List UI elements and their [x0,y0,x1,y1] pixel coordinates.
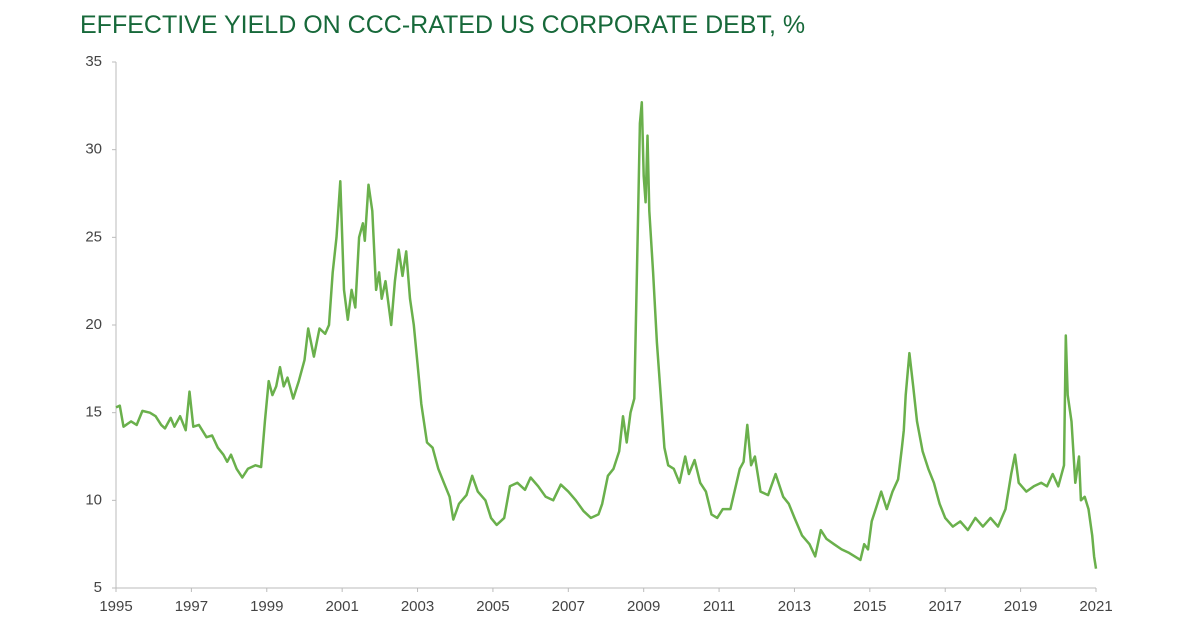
data-line [115,101,1098,569]
y-tick-label: 30 [85,141,102,158]
x-tick-label: 2015 [853,598,886,615]
x-tick-label: 2001 [325,598,358,615]
x-tick-label: 2017 [929,598,962,615]
x-tick-label: 2005 [476,598,509,615]
x-tick-label: 2007 [552,598,585,615]
x-tick-label: 2009 [627,598,660,615]
chart-title: EFFECTIVE YIELD ON CCC-RATED US CORPORAT… [80,11,805,39]
y-tick-label: 15 [85,404,102,421]
x-tick-label: 2013 [778,598,811,615]
y-tick-label: 20 [85,316,102,333]
x-tick-label: 2011 [703,598,735,615]
y-tick-label: 35 [85,53,102,70]
x-tick-label: 2021 [1079,598,1112,615]
y-tick-label: 5 [94,579,102,596]
x-tick-label: 2019 [1004,598,1037,615]
x-tick-label: 1995 [99,598,132,615]
x-tick-label: 2003 [401,598,434,615]
y-tick-label: 10 [85,491,102,508]
x-tick-label: 1997 [175,598,208,615]
x-tick-label: 1999 [250,598,283,615]
y-tick-label: 25 [85,228,102,245]
